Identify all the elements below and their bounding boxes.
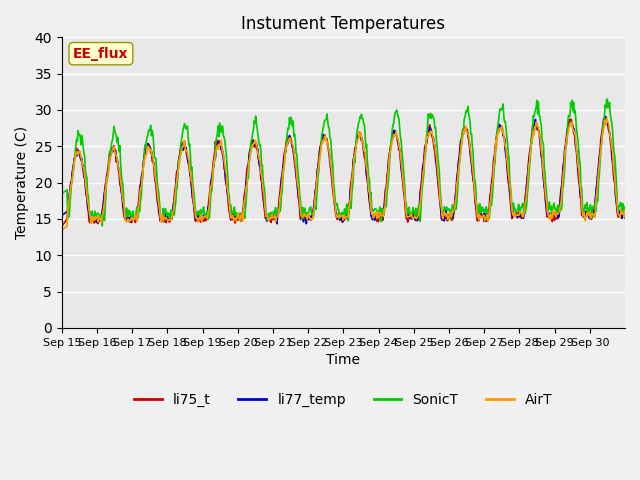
Line: li75_t: li75_t	[62, 118, 625, 226]
Text: EE_flux: EE_flux	[73, 47, 129, 60]
Y-axis label: Temperature (C): Temperature (C)	[15, 126, 29, 239]
li77_temp	[403, 212, 410, 217]
li75_t	[600, 115, 608, 120]
li75_t	[255, 161, 263, 167]
SonicT	[228, 210, 236, 216]
SonicT	[403, 200, 410, 206]
AirT	[402, 201, 410, 206]
SonicT	[621, 204, 629, 209]
Line: li77_temp: li77_temp	[62, 117, 625, 224]
li75_t	[124, 216, 132, 222]
Line: SonicT: SonicT	[62, 99, 625, 226]
li77_temp	[621, 215, 629, 221]
AirT	[255, 157, 263, 163]
AirT	[228, 216, 236, 221]
li75_t	[58, 223, 66, 229]
li75_t	[433, 170, 441, 176]
li75_t	[228, 215, 236, 221]
AirT	[58, 227, 66, 233]
li75_t	[402, 209, 410, 215]
AirT	[124, 216, 132, 222]
SonicT	[125, 207, 132, 213]
Title: Instument Temperatures: Instument Temperatures	[241, 15, 445, 33]
li77_temp	[255, 163, 263, 168]
Legend: li75_t, li77_temp, SonicT, AirT: li75_t, li77_temp, SonicT, AirT	[129, 387, 559, 412]
li77_temp	[434, 174, 442, 180]
AirT	[277, 191, 285, 197]
li77_temp	[124, 217, 132, 223]
Line: AirT: AirT	[62, 118, 625, 230]
AirT	[603, 115, 611, 121]
SonicT	[278, 193, 285, 199]
SonicT	[604, 96, 611, 102]
li77_temp	[273, 221, 281, 227]
li75_t	[621, 208, 629, 214]
li77_temp	[228, 214, 236, 220]
X-axis label: Time: Time	[326, 353, 360, 367]
AirT	[433, 162, 441, 168]
li77_temp	[58, 213, 66, 218]
li75_t	[277, 181, 285, 187]
SonicT	[58, 191, 66, 196]
li77_temp	[602, 114, 610, 120]
li77_temp	[278, 177, 285, 183]
AirT	[621, 208, 629, 214]
SonicT	[99, 223, 106, 228]
SonicT	[256, 142, 264, 147]
SonicT	[434, 154, 442, 159]
